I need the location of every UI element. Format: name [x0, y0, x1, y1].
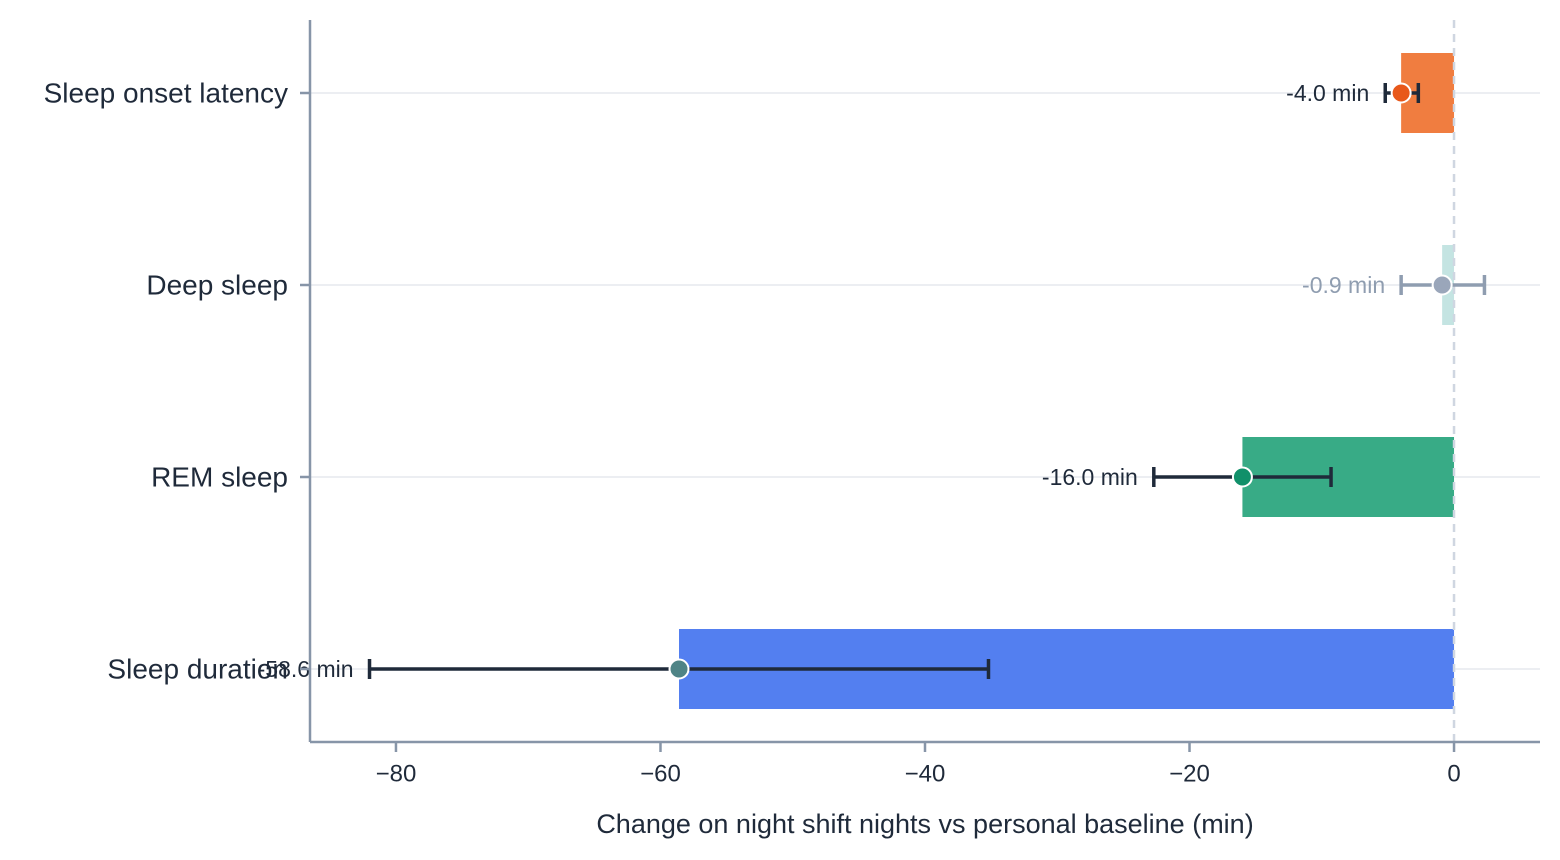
category-label: Sleep duration: [107, 654, 288, 685]
x-axis-title: Change on night shift nights vs personal…: [596, 809, 1253, 839]
x-tick-label: −60: [640, 761, 681, 788]
value-label: -4.0 min: [1286, 80, 1369, 106]
x-tick-label: −80: [376, 761, 417, 788]
value-labels: -4.0 min-0.9 min-16.0 min-58.6 min: [258, 80, 1385, 682]
x-tick-label: −40: [905, 761, 946, 788]
bars: [679, 53, 1455, 709]
value-label: -0.9 min: [1302, 272, 1385, 298]
error-bars: [367, 83, 1487, 679]
category-label: REM sleep: [151, 462, 288, 493]
x-tick-label: −20: [1169, 761, 1210, 788]
point-estimates: [668, 82, 1453, 680]
point-estimate: [1231, 466, 1253, 488]
point-estimate: [1431, 274, 1453, 296]
grid-lines: [310, 92, 1540, 670]
value-label: -16.0 min: [1042, 464, 1138, 490]
point-estimate: [668, 658, 690, 680]
category-label: Sleep onset latency: [44, 78, 288, 109]
x-tick-label: 0: [1447, 761, 1460, 788]
category-label: Deep sleep: [146, 270, 288, 301]
axes: Sleep onset latency Deep sleep REM sleep Sl…: [44, 20, 1540, 788]
point-estimate: [1390, 82, 1412, 104]
